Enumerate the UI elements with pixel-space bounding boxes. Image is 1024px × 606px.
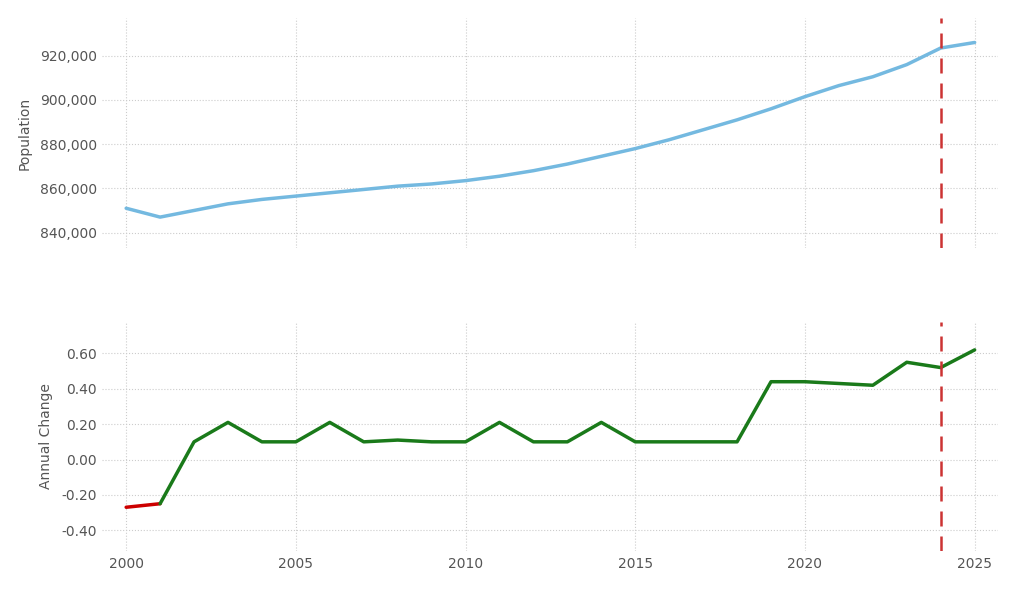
Y-axis label: Population: Population — [17, 96, 32, 170]
Y-axis label: Annual Change: Annual Change — [39, 384, 53, 490]
